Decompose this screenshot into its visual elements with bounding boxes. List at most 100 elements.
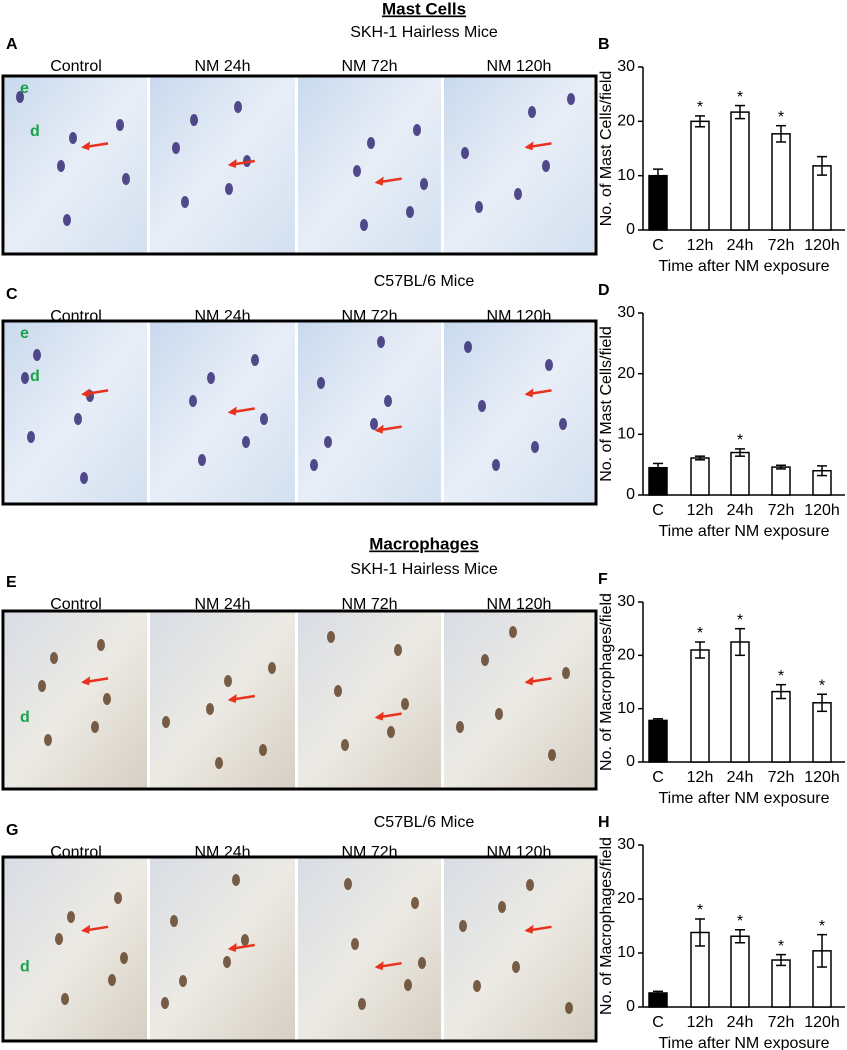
stained-cell: [418, 957, 426, 969]
stained-cell: [61, 993, 69, 1005]
significance-star: *: [737, 612, 743, 629]
x-tick-label: 120h: [804, 769, 840, 786]
micrograph: [298, 322, 441, 503]
x-tick-label: 72h: [768, 502, 795, 519]
strain-label: SKH-1 Hairless Mice: [350, 24, 498, 41]
stained-cell: [559, 418, 567, 430]
stained-cell: [27, 431, 35, 443]
tissue-label: e: [20, 325, 29, 342]
image-label: Control: [50, 596, 102, 613]
x-tick-label: 24h: [727, 1014, 754, 1031]
image-label: NM 72h: [341, 58, 397, 75]
x-tick-label: 120h: [804, 237, 840, 254]
arrow-head: [374, 424, 384, 434]
panel-frame: [1, 74, 598, 256]
stained-cell: [225, 183, 233, 195]
micrograph: [298, 612, 441, 788]
significance-star: *: [737, 432, 743, 449]
stained-cell: [353, 165, 361, 177]
x-tick-label: C: [652, 769, 664, 786]
arrow-head: [374, 711, 384, 721]
stained-cell: [495, 708, 503, 720]
stained-cell: [251, 354, 259, 366]
significance-star: *: [778, 109, 784, 126]
x-tick-label: C: [652, 1014, 664, 1031]
x-tick-label: 12h: [687, 769, 714, 786]
stained-cell: [234, 101, 242, 113]
stained-cell: [404, 979, 412, 991]
stained-cell: [16, 91, 24, 103]
bar: [771, 466, 791, 496]
stained-cell: [242, 436, 250, 448]
x-tick-label: 120h: [804, 1014, 840, 1031]
stained-cell: [394, 644, 402, 656]
y-tick-label: 20: [617, 890, 635, 907]
stained-cell: [116, 119, 124, 131]
stained-cell: [57, 160, 65, 172]
bar: [771, 690, 791, 763]
stained-cell: [103, 693, 111, 705]
stained-cell: [189, 395, 197, 407]
arrow-head: [227, 159, 237, 168]
stained-cell: [215, 757, 223, 769]
stained-cell: [172, 142, 180, 154]
panel-frame: [1, 319, 598, 506]
x-tick-label: 72h: [768, 769, 795, 786]
micrograph: [150, 322, 295, 503]
arrow-head: [524, 388, 534, 398]
image-label: NM 120h: [487, 308, 552, 325]
y-axis-label: No. of Macrophages/field: [598, 593, 615, 771]
significance-star: *: [697, 99, 703, 116]
stained-cell: [481, 654, 489, 666]
stained-cell: [161, 997, 169, 1009]
tissue-label: e: [20, 80, 29, 97]
stained-cell: [514, 188, 522, 200]
stained-cell: [565, 1002, 573, 1014]
image-label: Control: [50, 308, 102, 325]
image-label: NM 24h: [194, 58, 250, 75]
significance-star: *: [737, 89, 743, 106]
stained-cell: [387, 726, 395, 738]
stained-cell: [38, 680, 46, 692]
arrow-head: [227, 943, 237, 952]
stained-cell: [33, 349, 41, 361]
stained-cell: [473, 980, 481, 992]
stained-cell: [456, 721, 464, 733]
stained-cell: [198, 454, 206, 466]
image-label: NM 72h: [341, 596, 397, 613]
arrow-head: [81, 924, 91, 934]
tissue-label: d: [20, 958, 30, 975]
significance-star: *: [778, 938, 784, 955]
stained-cell: [420, 178, 428, 190]
arrow-head: [227, 694, 237, 703]
panel-frame: [1, 855, 598, 1043]
micrograph: [5, 612, 147, 788]
stained-cell: [526, 879, 534, 891]
image-label: Control: [50, 58, 102, 75]
stained-cell: [344, 878, 352, 890]
stained-cell: [528, 106, 536, 118]
x-tick-label: 72h: [768, 237, 795, 254]
stained-cell: [179, 975, 187, 987]
arrow-head: [81, 388, 91, 398]
y-tick-label: 20: [617, 647, 635, 664]
panel-letter: F: [598, 571, 608, 588]
stained-cell: [324, 436, 332, 448]
micrograph: [444, 77, 594, 253]
arrow-head: [81, 141, 91, 151]
tissue-label: d: [20, 709, 30, 726]
micrograph: [298, 858, 441, 1040]
stained-cell: [170, 915, 178, 927]
x-tick-label: 24h: [727, 502, 754, 519]
stained-cell: [548, 749, 556, 761]
stained-cell: [181, 196, 189, 208]
bar: [648, 719, 668, 763]
panel-letter: H: [598, 814, 610, 831]
y-tick-label: 20: [617, 365, 635, 382]
stained-cell: [310, 459, 318, 471]
stained-cell: [411, 897, 419, 909]
y-tick-label: 0: [626, 753, 635, 770]
stained-cell: [74, 413, 82, 425]
x-tick-label: C: [652, 237, 664, 254]
y-axis-label: No. of Mast Cells/field: [598, 326, 615, 482]
